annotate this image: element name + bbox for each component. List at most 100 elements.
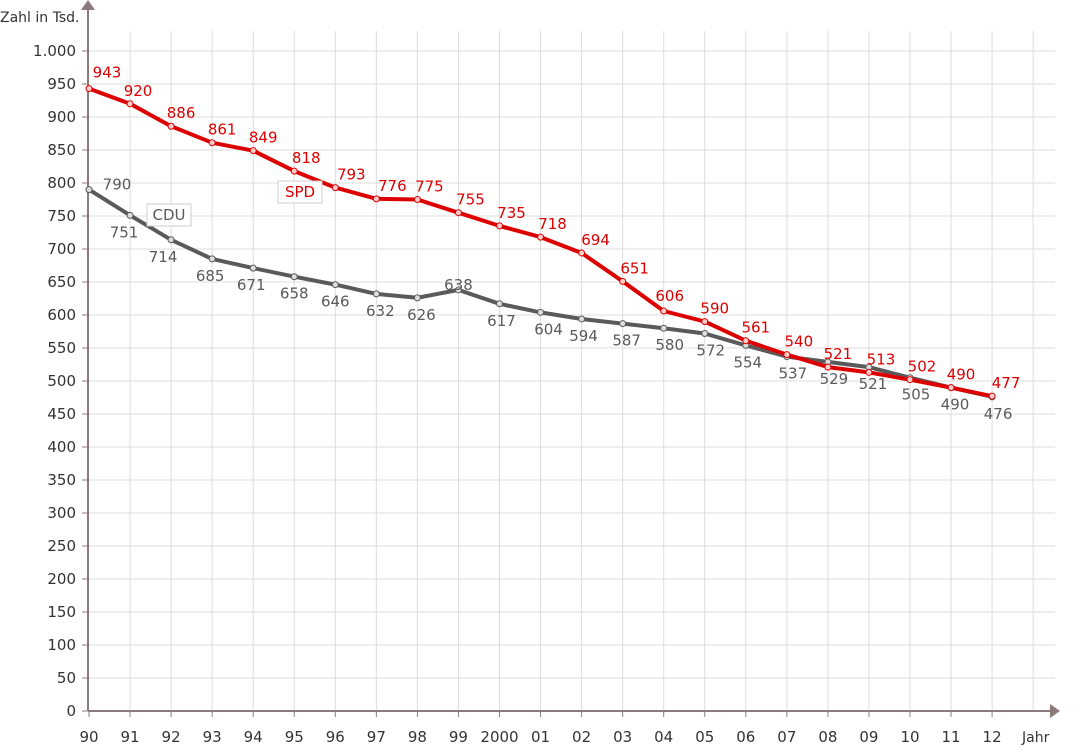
y-tick-label: 0 xyxy=(66,702,76,720)
data-point-spd xyxy=(701,318,709,326)
y-tick-label: 200 xyxy=(47,570,76,588)
data-label-spd: 943 xyxy=(93,64,122,82)
data-point-spd xyxy=(331,184,339,192)
data-label-spd: 775 xyxy=(415,178,444,196)
data-label-cdu: 521 xyxy=(859,375,888,393)
data-label-cdu: 529 xyxy=(820,370,849,388)
y-tick-label: 800 xyxy=(47,174,76,192)
y-tick-label: 150 xyxy=(47,603,76,621)
y-tick-label: 450 xyxy=(47,405,76,423)
data-point-spd xyxy=(372,195,380,203)
series-tag-cdu: CDU xyxy=(152,206,185,224)
data-point-cdu xyxy=(496,300,503,308)
data-point-cdu xyxy=(454,286,462,294)
data-point-spd xyxy=(988,392,996,400)
data-label-cdu: 604 xyxy=(534,320,563,338)
data-label-cdu: 490 xyxy=(941,396,970,414)
x-tick-label: 2000 xyxy=(480,728,518,746)
data-point-cdu xyxy=(290,273,298,281)
data-label-cdu: 632 xyxy=(366,302,395,320)
x-tick-label: 97 xyxy=(367,728,386,746)
data-label-spd: 920 xyxy=(124,82,153,100)
data-label-spd: 818 xyxy=(292,149,321,167)
x-tick-label: 99 xyxy=(449,728,468,746)
data-point-cdu xyxy=(701,329,709,337)
data-point-cdu xyxy=(208,255,216,263)
data-label-spd: 776 xyxy=(378,177,407,195)
axes: Zahl in Tsd. Jahr xyxy=(0,0,1060,746)
data-label-cdu: 638 xyxy=(444,276,473,294)
x-axis-arrow-icon xyxy=(1050,704,1060,718)
data-point-cdu xyxy=(249,264,257,272)
data-label-cdu: 751 xyxy=(110,223,139,241)
data-point-spd xyxy=(290,167,298,175)
data-label-spd: 477 xyxy=(992,374,1021,392)
x-tick-label: 96 xyxy=(326,728,345,746)
data-point-cdu xyxy=(372,290,380,298)
data-label-spd: 513 xyxy=(867,350,896,368)
y-axis-title: Zahl in Tsd. xyxy=(0,10,79,26)
data-point-cdu xyxy=(167,236,175,244)
data-point-cdu xyxy=(660,324,668,332)
data-label-spd: 886 xyxy=(167,104,196,122)
x-tick-label: 12 xyxy=(983,728,1002,746)
data-point-cdu xyxy=(619,320,627,328)
data-label-spd: 490 xyxy=(947,366,976,384)
x-tick-label: 11 xyxy=(942,728,961,746)
x-tick-label: 90 xyxy=(79,728,98,746)
x-tick-label: 95 xyxy=(285,728,304,746)
data-label-cdu: 714 xyxy=(149,248,178,266)
data-label-spd: 540 xyxy=(785,333,814,351)
data-label-cdu: 685 xyxy=(196,267,225,285)
y-tick-label: 350 xyxy=(47,471,76,489)
y-tick-label: 650 xyxy=(47,273,76,291)
data-label-cdu: 476 xyxy=(984,405,1013,423)
data-point-spd xyxy=(85,85,93,93)
y-tick-label: 700 xyxy=(47,240,76,258)
y-tick-label: 400 xyxy=(47,438,76,456)
data-point-spd xyxy=(742,337,750,345)
data-point-spd xyxy=(208,139,216,147)
data-label-cdu: 554 xyxy=(733,353,762,371)
series xyxy=(85,85,996,401)
data-point-spd xyxy=(660,307,668,315)
x-tick-label: 91 xyxy=(121,728,140,746)
data-label-spd: 861 xyxy=(208,121,237,139)
data-point-spd xyxy=(906,376,914,384)
series-tag-spd: SPD xyxy=(285,183,315,201)
data-point-spd xyxy=(619,277,627,285)
y-tick-label: 1.000 xyxy=(33,42,76,60)
y-tick-label: 100 xyxy=(47,636,76,654)
data-point-cdu xyxy=(331,281,339,289)
data-label-cdu: 671 xyxy=(237,276,266,294)
data-point-cdu xyxy=(578,315,586,323)
data-label-spd: 718 xyxy=(538,215,567,233)
data-label-spd: 521 xyxy=(824,345,853,363)
y-tick-label: 850 xyxy=(47,141,76,159)
data-point-spd xyxy=(413,196,421,203)
grid-lines xyxy=(82,31,1055,717)
series-name-tags: SPD CDU xyxy=(146,180,323,227)
x-tick-label: 08 xyxy=(818,728,837,746)
data-label-spd: 849 xyxy=(249,129,278,147)
data-label-cdu: 580 xyxy=(655,336,684,354)
data-label-cdu: 587 xyxy=(612,332,641,350)
data-label-spd: 590 xyxy=(700,300,729,318)
data-point-spd xyxy=(249,147,257,155)
x-tick-label: 05 xyxy=(695,728,714,746)
y-tick-labels: 0 50 100 150 200 250 300 350 400 450 500 550 600 650 7… xyxy=(33,42,76,720)
data-point-spd xyxy=(454,209,462,217)
data-label-spd: 651 xyxy=(620,259,649,277)
data-point-cdu xyxy=(413,294,421,302)
data-point-spd xyxy=(578,249,586,257)
data-point-cdu xyxy=(126,211,134,219)
y-tick-label: 550 xyxy=(47,339,76,357)
y-tick-label: 500 xyxy=(47,372,76,390)
data-label-spd: 502 xyxy=(908,358,937,376)
x-tick-label: 04 xyxy=(654,728,673,746)
data-point-spd xyxy=(824,363,832,371)
data-point-spd xyxy=(947,384,955,392)
data-point-cdu xyxy=(537,308,545,316)
